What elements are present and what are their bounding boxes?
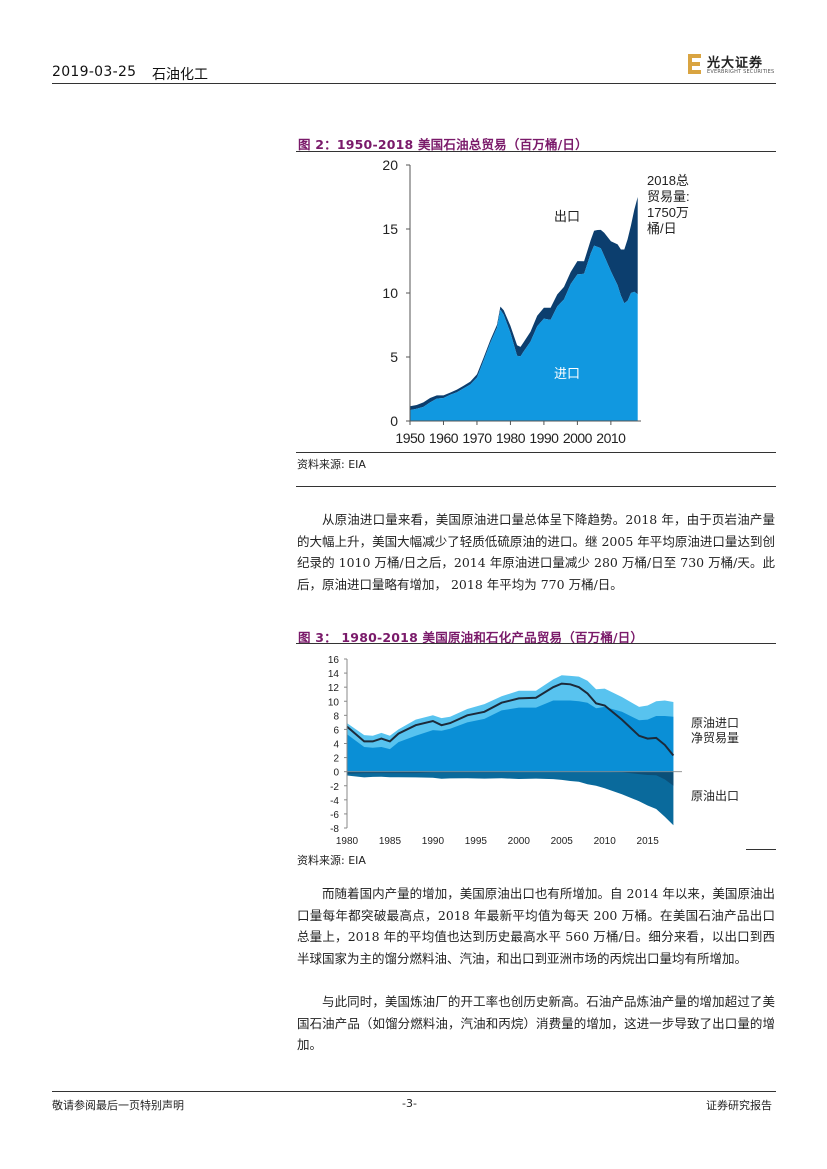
imports-label: 进口 [554, 366, 580, 381]
page-number: -3- [402, 1097, 417, 1110]
x-tick-label: 2015 [637, 836, 660, 847]
y-tick-label: -6 [330, 810, 339, 821]
report-date: 2019-03-25 [52, 64, 137, 80]
figure2-chart: 0 5 10 15 20 1950 1960 1970 1980 1990 2000 2010 出口进口… [382, 157, 690, 446]
y-tick-label: 15 [382, 221, 398, 237]
logo-text-cn: 光大证券 [707, 56, 764, 71]
x-tick-label: 2010 [596, 430, 626, 446]
crude-exports-label: 原油出口 [691, 789, 739, 803]
logo-text-en: EVERBRIGHT SECURITIES [707, 69, 775, 75]
footer-divider [52, 1091, 776, 1092]
x-tick-label: 2005 [551, 836, 574, 847]
total-trade-note: 2018总贸易量: 1750万桶/日 [647, 173, 690, 236]
figure2-top-rule [296, 151, 776, 152]
figure3-source-rule [746, 849, 776, 850]
y-tick-label: 5 [390, 349, 398, 365]
exports-label: 出口 [554, 209, 580, 224]
crude-imports-area [347, 700, 674, 772]
y-tick-label: -8 [330, 824, 339, 835]
net-trade-line [346, 682, 675, 757]
x-tick-label: 1970 [462, 430, 492, 446]
y-tick-label: 14 [328, 669, 340, 680]
y-tick-label: 16 [328, 655, 340, 666]
figure2-title: 图 2：1950-2018 美国石油总贸易（百万桶/日） [298, 137, 588, 152]
figure2-source-rule [296, 452, 776, 453]
header-divider [52, 83, 776, 84]
y-tick-label: 0 [390, 413, 398, 429]
x-tick-label: 1960 [429, 430, 459, 446]
x-tick-label: 1985 [379, 836, 402, 847]
crude-exports-area [347, 771, 674, 786]
x-tick-label: 2000 [508, 836, 531, 847]
y-tick-label: 4 [333, 740, 339, 751]
net-trade-label: 原油进口净贸易量 [691, 716, 739, 745]
y-tick-label: 8 [333, 711, 339, 722]
logo-mark-icon [688, 54, 701, 74]
x-tick-label: 2000 [563, 430, 593, 446]
body-paragraph-3: 与此同时，美国炼油厂的开工率也创历史新高。石油产品炼油产量的增加超过了美国石油产… [297, 994, 775, 1052]
footer-report-type: 证券研究报告 [706, 1099, 772, 1112]
x-tick-label: 1980 [336, 836, 359, 847]
y-tick-label: 10 [328, 697, 340, 708]
body-paragraph-1: 从原油进口量来看，美国原油进口量总体呈下降趋势。2018 年，由于页岩油产量的大… [297, 512, 775, 592]
y-tick-label: 6 [333, 725, 339, 736]
y-tick-label: 12 [328, 683, 340, 694]
body-paragraph-2: 而随着国内产量的增加，美国原油出口也有所增加。自 2014 年以来，美国原油出口… [297, 886, 775, 966]
figure3-source: 资料来源: EIA [297, 854, 366, 867]
footer-disclaimer: 敬请参阅最后一页特别声明 [52, 1099, 184, 1112]
figure3-title: 图 3： 1980-2018 美国原油和石化产品贸易（百万桶/日） [298, 630, 644, 645]
y-tick-label: -4 [330, 796, 339, 807]
company-logo: 光大证券 EVERBRIGHT SECURITIES [688, 52, 778, 78]
y-tick-label: -2 [330, 782, 339, 793]
total-exports-area [347, 771, 674, 826]
y-tick-label: 20 [382, 157, 398, 173]
y-tick-label: 0 [333, 768, 339, 779]
x-tick-label: 1990 [422, 836, 445, 847]
y-tick-label: 2 [333, 754, 339, 765]
x-tick-label: 1990 [529, 430, 559, 446]
figure2-bottom-rule [296, 486, 776, 487]
report-category: 石油化工 [152, 67, 208, 83]
imports-area [410, 245, 638, 421]
x-tick-label: 1950 [395, 430, 425, 446]
x-tick-label: 2010 [594, 836, 617, 847]
x-tick-label: 1980 [496, 430, 526, 446]
figure3-top-rule [296, 643, 776, 644]
figure2-source: 资料来源: EIA [297, 458, 366, 471]
x-tick-label: 1995 [465, 836, 488, 847]
y-tick-label: 10 [382, 285, 398, 301]
